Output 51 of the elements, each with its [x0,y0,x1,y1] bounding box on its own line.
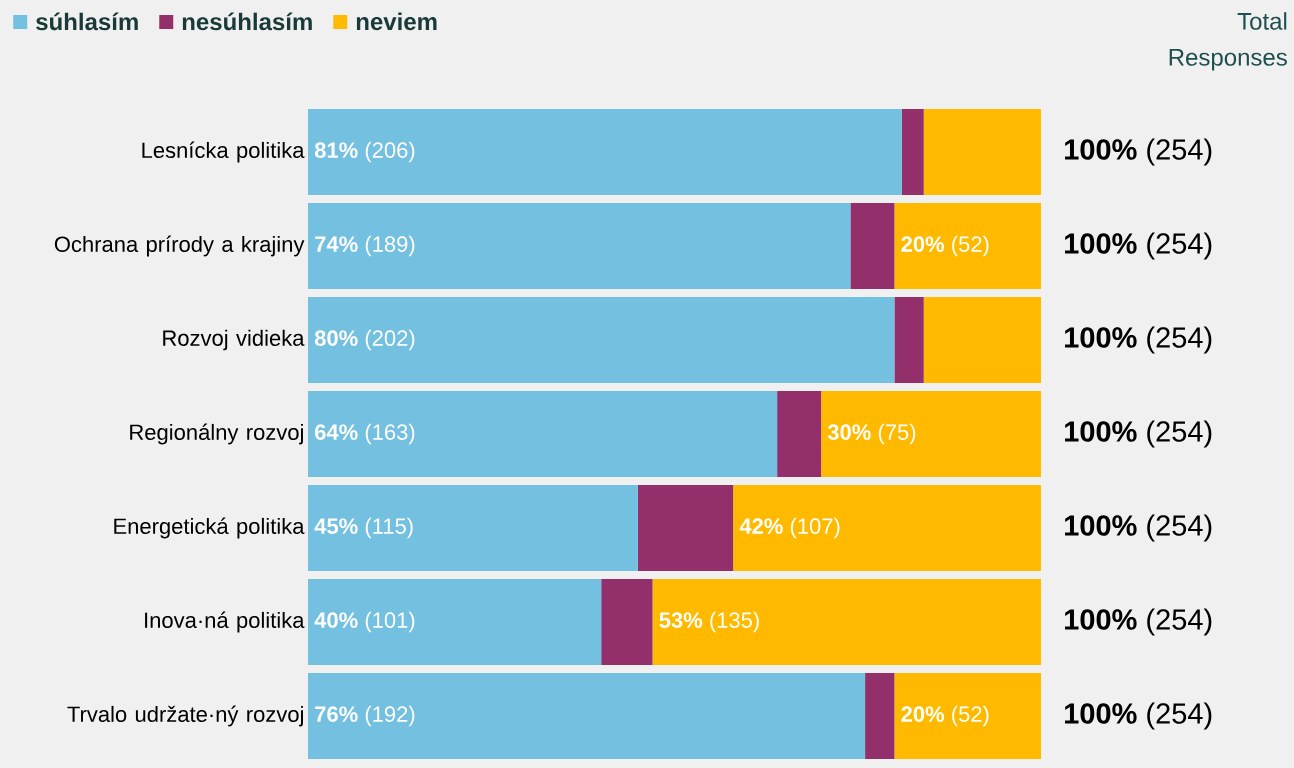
bar [308,485,638,572]
data-label: 74% (189) [315,235,415,257]
bar [733,485,1042,572]
bar [601,579,653,666]
data-label: 76% (192) [315,705,415,727]
bar [894,297,924,384]
bar [865,673,895,760]
bar [308,297,895,384]
bar [821,391,1042,478]
y-tick-label: Rozvoj vidieka [163,329,305,351]
legend-label: nesúhlasím [182,12,312,31]
y-tick-label: Ochrana prírody a krajiny [54,235,305,257]
bar [923,297,1042,384]
total-label: 100% (254) [1065,326,1212,354]
y-tick-label: Lesnícka politika [142,141,305,163]
bar [308,109,902,196]
data-label: 20% (52) [901,235,989,257]
bar [901,109,924,196]
bar [637,485,734,572]
total-label: 100% (254) [1065,608,1212,636]
y-tick-label: Inova·ná politika [145,611,305,633]
bar [894,203,1042,290]
bar [652,579,1042,666]
data-label: 45% (115) [314,517,413,539]
data-label: 42% (107) [739,517,840,539]
bar [308,203,851,290]
legend-label: neviem [356,12,437,31]
data-label: 80% (202) [314,329,415,351]
data-label: 30% (75) [827,423,916,445]
total-label: 100% (254) [1065,702,1212,730]
bar [308,579,602,666]
y-tick-label: Trvalo udržate·ný rozvoj [67,705,303,727]
bar [777,391,822,478]
total-label: 100% (254) [1065,514,1212,542]
legend-label: súhlasím [36,12,138,31]
data-label: 81% (206) [314,141,415,163]
bar [308,673,866,760]
data-label: 40% (101) [314,611,415,633]
bar [850,203,895,290]
total-label: 100% (254) [1065,138,1212,166]
data-label: 20% (52) [901,705,989,727]
bar [308,391,778,478]
y-tick-label: Regionálny rozvoj [130,423,303,445]
text: Total Responses [1169,12,1287,71]
y-tick-label: Energetická politika [114,517,305,539]
data-label: 64% (163) [315,423,415,445]
total-label: 100% (254) [1065,420,1212,448]
bar [923,109,1042,196]
total-label: 100% (254) [1065,232,1212,260]
data-label: 53% (135) [659,611,759,633]
bar [894,673,1042,760]
